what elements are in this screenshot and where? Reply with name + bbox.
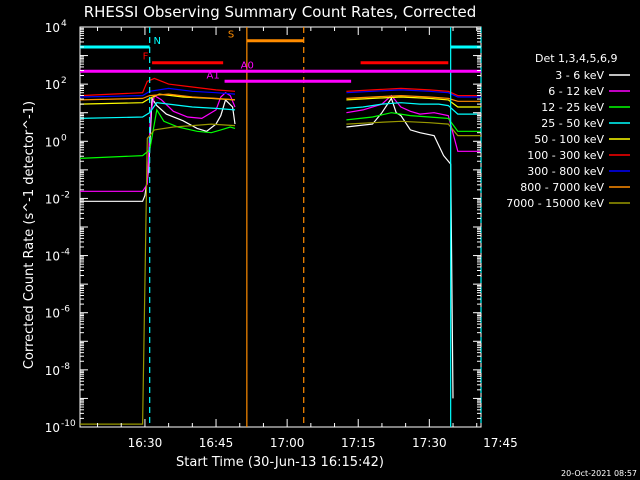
legend-title: Det 1,3,4,5,6,9 bbox=[535, 52, 618, 65]
x-tick-label: 17:30 bbox=[412, 436, 447, 450]
y-tick-exponent: -10 bbox=[61, 419, 76, 429]
series-line-6-0 bbox=[79, 87, 236, 98]
marker-layer: NF S A0 A1 bbox=[80, 27, 482, 427]
y-axis-label: Corrected Count Rate (s^-1 detector^-1) bbox=[22, 101, 37, 369]
series-line-7-1 bbox=[346, 94, 481, 102]
legend-label-6: 300 - 800 keV bbox=[527, 165, 604, 178]
x-axis-label: Start Time (30-Jun-13 16:15:42) bbox=[176, 455, 384, 470]
legend-label-7: 800 - 7000 keV bbox=[520, 181, 604, 194]
series-line-2-1 bbox=[346, 112, 481, 132]
y-tick-label: 10 bbox=[45, 364, 60, 378]
legend-label-5: 100 - 300 keV bbox=[527, 149, 604, 162]
series-line-5-1 bbox=[346, 87, 481, 97]
x-tick-label: 17:00 bbox=[270, 436, 305, 450]
series-line-4-1 bbox=[346, 96, 481, 108]
legend-label-8: 7000 - 15000 keV bbox=[506, 197, 604, 210]
y-tick-label: 10 bbox=[45, 192, 60, 206]
x-tick-label: 17:15 bbox=[341, 436, 376, 450]
y-tick-exponent: 0 bbox=[61, 133, 67, 143]
y-tick-exponent: 2 bbox=[61, 76, 67, 86]
y-tick-exponent: 4 bbox=[61, 19, 67, 29]
y-tick-label: 10 bbox=[45, 421, 60, 435]
legend-label-1: 6 - 12 keV bbox=[548, 85, 604, 98]
series-line-5-0 bbox=[79, 77, 236, 97]
series-layer bbox=[79, 77, 481, 425]
legend-label-4: 50 - 100 keV bbox=[534, 133, 604, 146]
y-tick-label: 10 bbox=[45, 250, 60, 264]
series-line-0-1 bbox=[346, 97, 454, 399]
x-tick-label: 16:45 bbox=[199, 436, 234, 450]
legend-label-3: 25 - 50 keV bbox=[541, 117, 604, 130]
legend-label-2: 12 - 25 keV bbox=[541, 101, 604, 114]
x-axis: 16:30 16:45 17:00 17:15 17:30 17:45 bbox=[97, 27, 518, 450]
marker-label-A1: A1 bbox=[207, 70, 220, 81]
series-line-8-0 bbox=[80, 123, 236, 425]
marker-label-N: N bbox=[153, 36, 160, 47]
series-line-3-1 bbox=[346, 102, 481, 115]
y-tick-label: 10 bbox=[45, 307, 60, 321]
y-tick-label: 10 bbox=[45, 78, 60, 92]
x-tick-label: 16:30 bbox=[128, 436, 163, 450]
series-line-7-0 bbox=[79, 93, 236, 101]
series-line-6-1 bbox=[346, 89, 481, 98]
marker-label-S: S bbox=[228, 30, 234, 41]
y-tick-label: 10 bbox=[45, 135, 60, 149]
y-tick-exponent: -8 bbox=[61, 362, 70, 372]
y-tick-label: 10 bbox=[45, 21, 60, 35]
chart-title: RHESSI Observing Summary Count Rates, Co… bbox=[84, 3, 477, 21]
legend-label-0: 3 - 6 keV bbox=[555, 69, 604, 82]
series-line-3-0 bbox=[79, 102, 236, 119]
legend: 3 - 6 keV 6 - 12 keV 12 - 25 keV 25 - 50 ke… bbox=[506, 69, 630, 210]
marker-label-A0: A0 bbox=[241, 60, 254, 71]
y-tick-exponent: -4 bbox=[61, 248, 70, 258]
marker-label-F: F bbox=[143, 52, 149, 63]
series-line-8-1 bbox=[346, 120, 481, 137]
footer-date: 20-Oct-2021 08:57 bbox=[561, 469, 637, 478]
y-tick-exponent: -6 bbox=[61, 305, 70, 315]
y-tick-exponent: -2 bbox=[61, 190, 70, 200]
x-tick-label: 17:45 bbox=[483, 436, 518, 450]
